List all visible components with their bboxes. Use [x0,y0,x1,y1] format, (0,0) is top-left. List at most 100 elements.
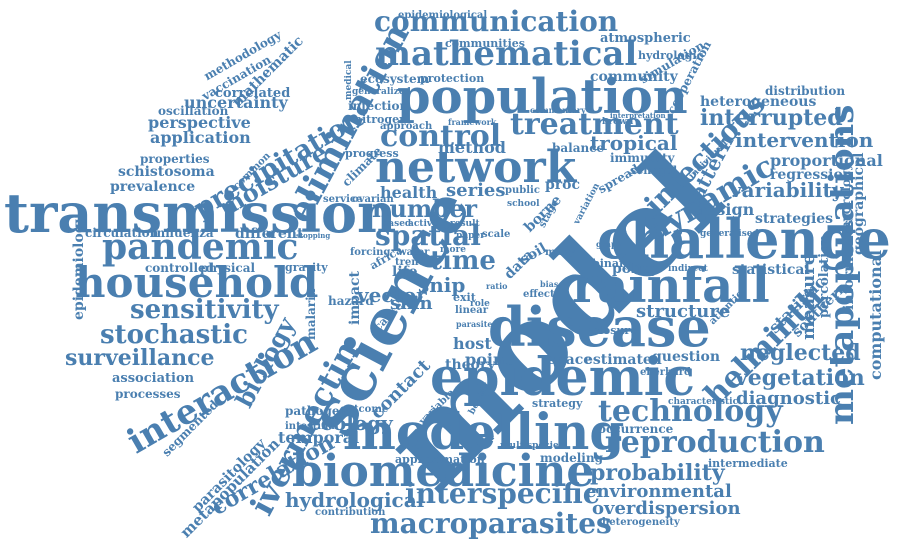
word-hydrological: hydrological [285,488,425,512]
word-probability: probability [590,460,725,486]
word-treatment: treatment [510,107,679,142]
word-skin: skin [390,293,433,314]
word-scale: scale [482,229,511,240]
word-computational: computational [866,249,885,380]
word-occurrence: occurrence [598,422,674,436]
word-sensitivity: sensitivity [130,295,279,325]
word-perspective: perspective [148,113,251,132]
word-interpretation: interpretation [610,111,666,120]
word-rainfall: rainfall [572,258,770,314]
word-parasite: parasite [456,319,493,329]
word-multispecies: multispecies [500,441,564,451]
word-hazard: hazard [328,294,374,308]
word-brown: brown [602,117,634,127]
word-circulation: circulation [85,226,159,240]
word-technology: technology [598,394,783,429]
word-linear: linear [455,305,488,316]
word-influenza: influenza [152,226,214,240]
word-disease: disease [488,295,711,359]
word-indirect: indirect [668,264,708,274]
word-intestinal: intestinal [285,421,339,432]
word-host: host [453,334,492,353]
word-approach: approach [380,121,433,132]
word-physical: physical [200,261,256,275]
word-stochastic: stochastic [100,320,248,350]
word-time: time [430,246,496,276]
word-surveillance: surveillance [65,345,215,371]
word-overdispersion: overdispersion [592,498,741,519]
word-communities: communities [445,37,525,50]
word-graph: graph [596,239,623,249]
word-many: many [545,247,576,258]
word-application: application [150,128,251,147]
word-malaria: malaria [304,288,318,340]
word-binary: binary [592,257,632,270]
word-modelling: modelling [343,402,625,461]
word-temporal: temporal [278,428,360,447]
word-bias: bias [540,279,559,289]
word-ovarian: ovarian [352,194,394,205]
word-interrupted: interrupted [700,105,843,131]
word-pathogen: pathogen [285,404,349,418]
word-challenge: challenge [597,207,891,271]
word-heterogeneity: heterogeneity [602,517,680,528]
word-method: method [438,138,506,157]
word-effect: effect [523,289,555,300]
word-structure: structure [636,301,731,322]
word-senegal: senegal [630,164,678,177]
word-number: number [372,194,477,223]
word-eberhard: eberhard [640,367,691,378]
word-contribution: contribution [315,507,386,518]
word-reproduction: reproduction [605,425,825,460]
word-control: control [380,119,502,154]
word-active: active [408,219,438,229]
word-schistosoma: schistosoma [118,164,215,180]
word-macroparasites: macroparasites [370,507,612,540]
word-biomedicine: biomedicine [292,446,595,497]
word-commentary: commentary [530,105,586,115]
word-protection: protection [420,72,485,85]
word-theory: theory [445,357,496,373]
word-ratio: ratio [486,281,508,291]
word-forcing: forcing [350,247,391,258]
word-intermediate: intermediate [708,457,788,470]
word-result: result [450,219,480,229]
word-closure: closure [592,324,638,337]
word-based: based [382,219,412,229]
word-design: design [695,200,755,219]
word-snip: snip [418,273,466,297]
word-ecosystem: ecosystem [360,72,430,86]
word-variability: variability [730,178,844,202]
word-controlled: controlled [145,261,215,275]
word-series: series [446,180,506,201]
word-heterogeneous: heterogeneous [700,94,817,110]
word-exit: exit [453,291,476,304]
word-balance: balance [552,141,605,155]
word-prevalence: prevalence [110,179,196,195]
word-distribution: distribution [765,84,846,98]
word-network: network [375,142,577,193]
word-proportional: proportional [770,151,883,170]
word-tropical: tropical [590,131,678,155]
word-interspecific: interspecific [405,477,600,510]
word-epidemic: epidemic [430,347,696,408]
word-public: public [505,185,540,196]
word-pandemic: pandemic [102,226,299,268]
word-epidemiology: epidemiology [71,215,87,320]
word-space: space [548,352,593,368]
word-policy: policy [612,261,659,277]
word-mathematical: mathematical [375,34,638,74]
word-generalised: generalised [700,229,759,239]
word-framework: framework [448,117,497,127]
word-role: role [470,299,490,309]
word-outcome: outcome [340,404,389,415]
word-community: community [590,69,678,85]
word-statistical: statistical [732,262,810,278]
word-hydrologic: hydrologic [638,49,704,62]
word-strategy: strategy [532,397,583,410]
word-generalized: generalized [352,87,411,97]
word-vector: vector [357,283,427,307]
word-diagnostic: diagnostic [736,388,842,409]
word-oscillation: oscillation [158,104,229,118]
